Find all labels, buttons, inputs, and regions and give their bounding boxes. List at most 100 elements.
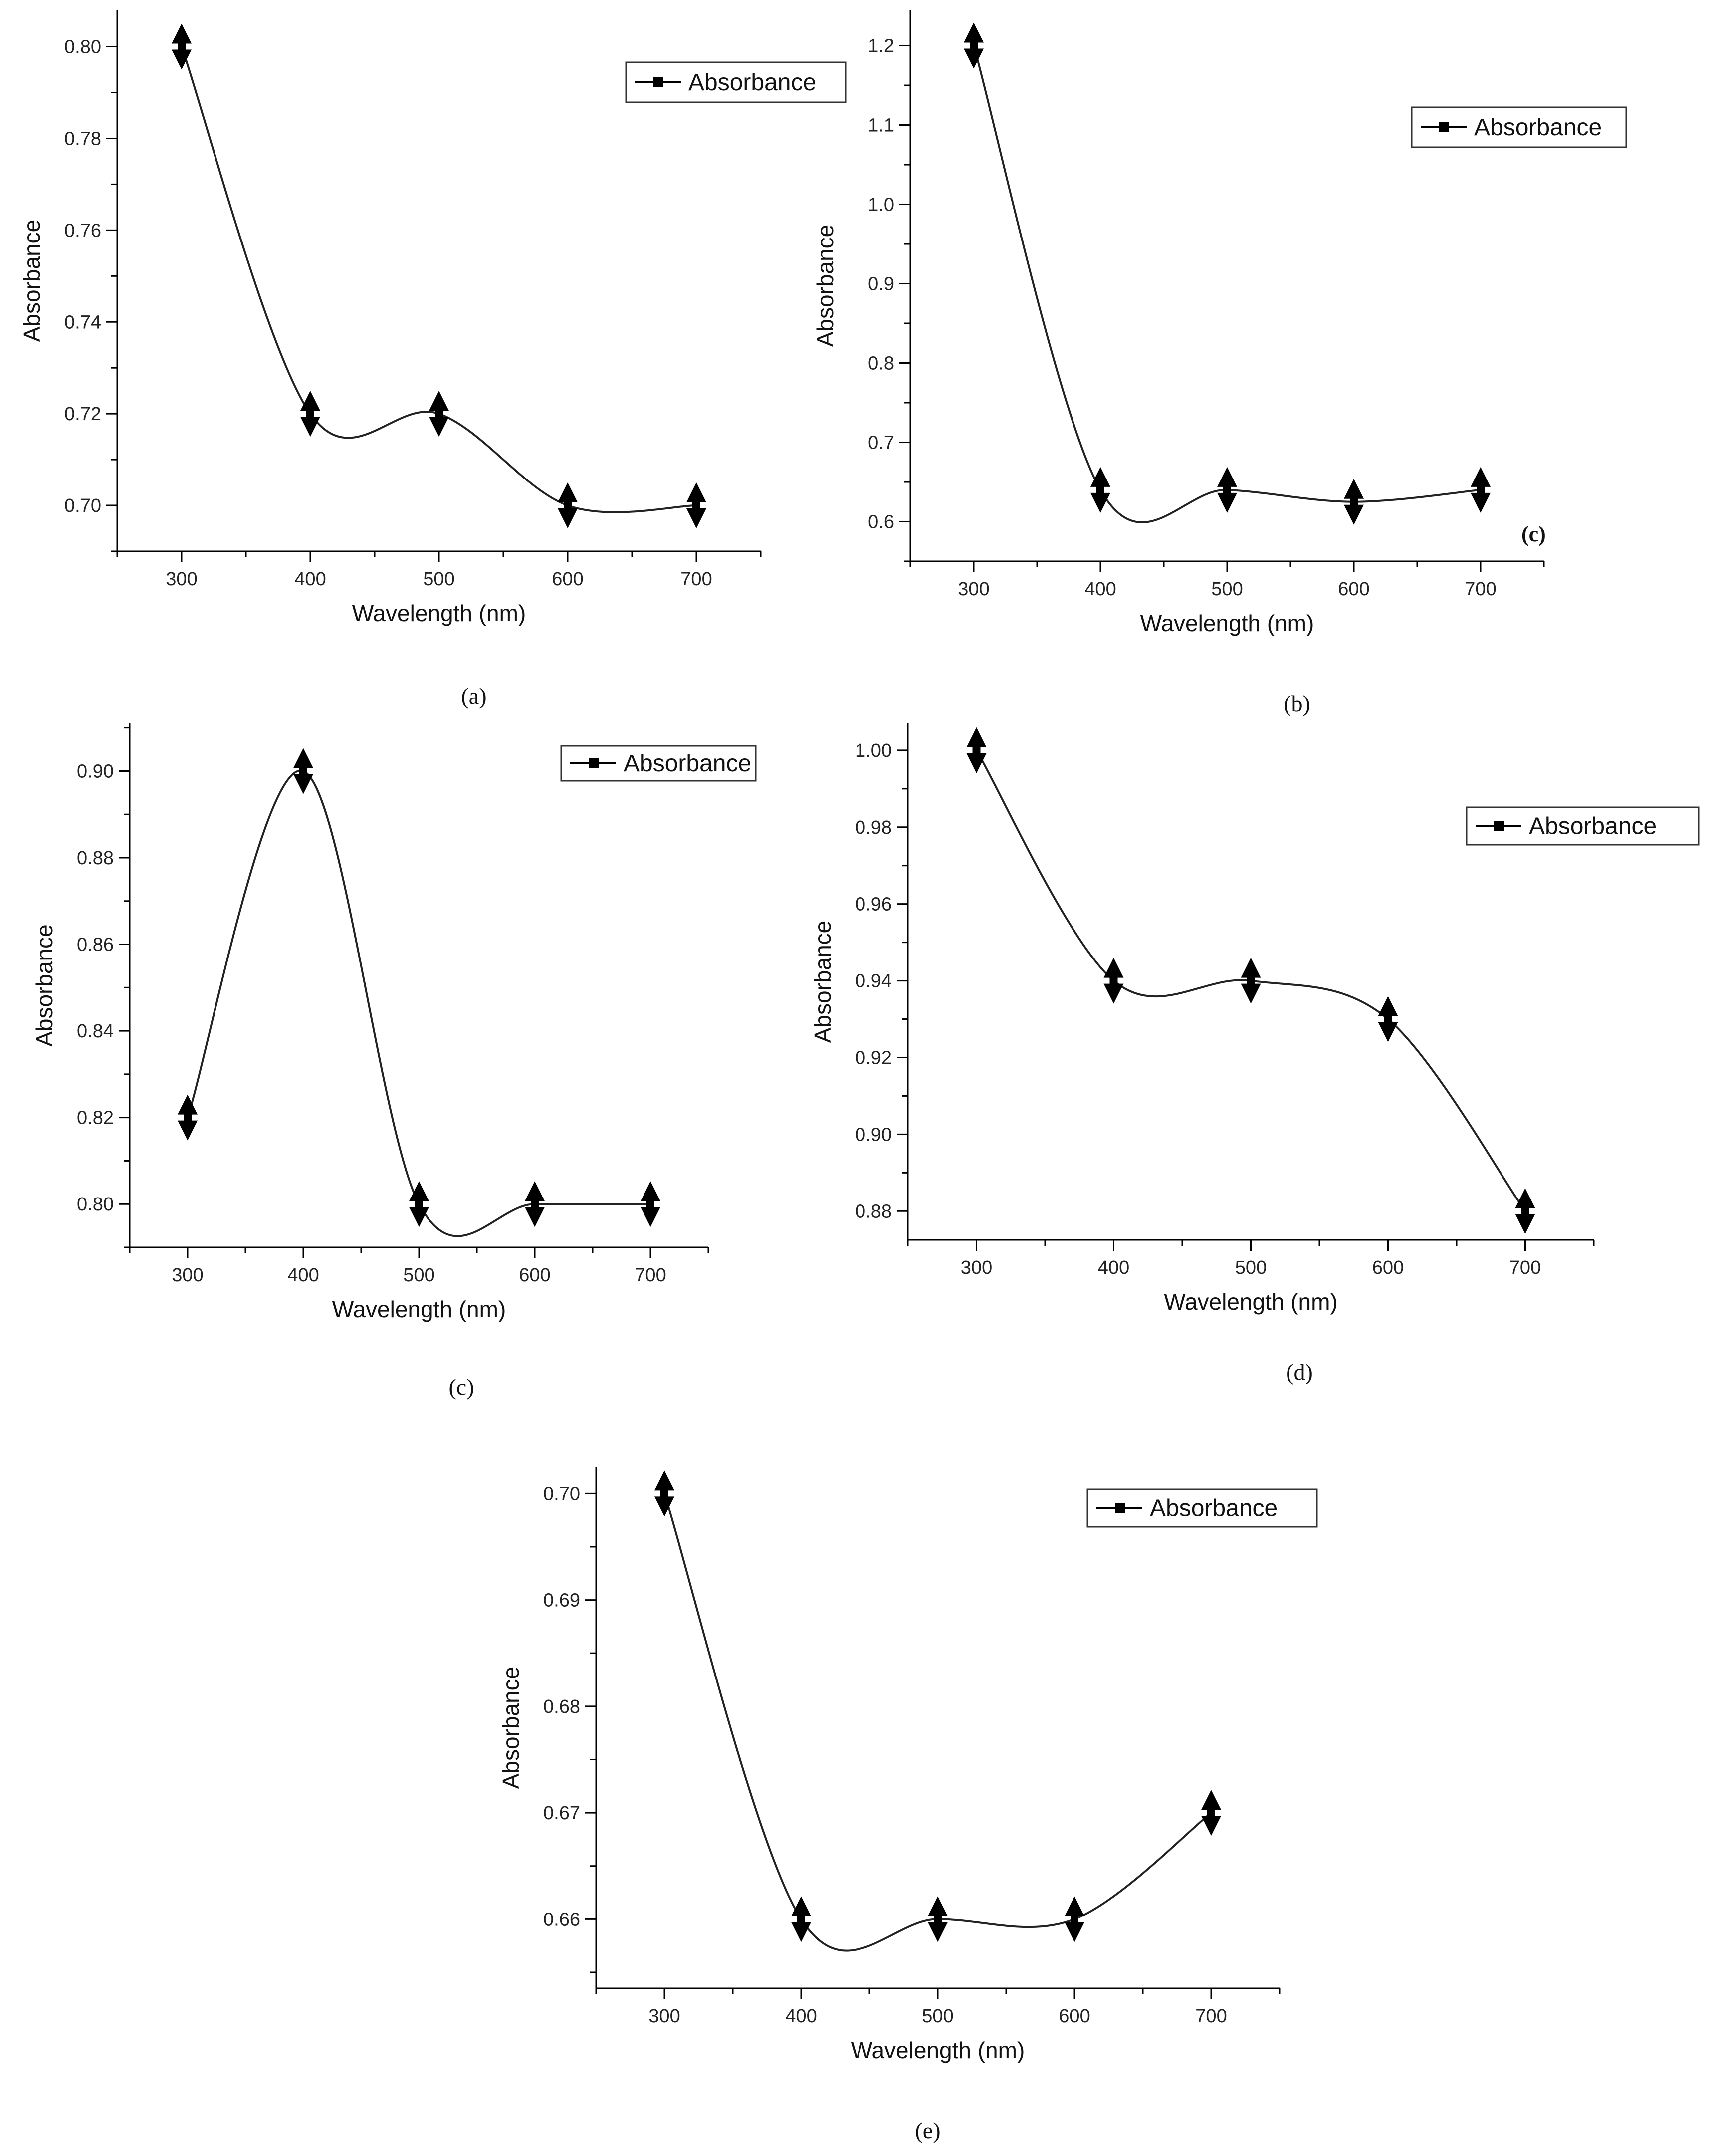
chart-e-error-down-marker <box>654 1496 674 1517</box>
chart-b-data-point <box>1217 467 1237 513</box>
chart-b-error-up-marker <box>1471 467 1491 487</box>
chart-a-error-down-marker <box>558 508 578 529</box>
chart-b: 300 400 500 600 700 0.6 0.7 0.8 0.9 1.0 1.1 1.2 Wave… <box>812 10 1627 716</box>
chart-d-error-up-marker <box>1515 1188 1535 1208</box>
chart-b-data-point <box>1344 479 1364 525</box>
chart-d-x-tick-label: 600 <box>1372 1257 1404 1278</box>
chart-d-legend-marker <box>1494 821 1504 831</box>
chart-d-y-tick-label: 0.92 <box>855 1047 892 1068</box>
chart-c-x-tick-label: 300 <box>172 1265 203 1286</box>
chart-e-point-square <box>797 1915 805 1923</box>
chart-b-y-tick-label: 1.0 <box>868 195 894 216</box>
chart-b-data-point <box>1090 467 1110 513</box>
chart-e-caption: (e) <box>915 2118 940 2143</box>
chart-a-x-tick-label: 500 <box>423 569 454 590</box>
chart-a-caption: (a) <box>461 683 486 709</box>
chart-e-y-tick-label: 0.70 <box>543 1483 580 1504</box>
chart-a-error-down-marker <box>300 417 320 437</box>
chart-b-error-down-marker <box>964 48 984 69</box>
chart-c-point-square <box>184 1113 192 1122</box>
chart-b-error-up-marker <box>1344 479 1364 499</box>
chart-e-x-tick-label: 600 <box>1059 2006 1090 2027</box>
chart-d-error-up-marker <box>1378 996 1398 1016</box>
chart-c-data-point <box>641 1181 660 1227</box>
chart-d: 300 400 500 600 700 0.88 0.90 0.92 0.94 0.96 0.98 1… <box>810 723 1700 1385</box>
chart-d-point-square <box>1109 976 1118 985</box>
chart-e-x-axis-title: Wavelength (nm) <box>851 2037 1025 2063</box>
chart-e-x-tick-label: 500 <box>922 2006 953 2027</box>
chart-d-caption: (d) <box>1286 1359 1313 1385</box>
charts-group: 300 400 500 600 700 0.70 0.72 0.74 0.76 0.78 0.80 W… <box>19 10 1700 2143</box>
chart-a-x-tick-label: 600 <box>552 569 583 590</box>
chart-b-error-up-marker <box>1090 467 1110 487</box>
chart-d-error-down-marker <box>1515 1214 1535 1234</box>
chart-c-legend-box <box>560 745 757 782</box>
chart-d-y-tick-label: 1.00 <box>855 740 892 761</box>
chart-e-error-up-marker <box>654 1470 674 1491</box>
chart-c-point-square <box>415 1200 423 1208</box>
chart-e-point-square <box>1071 1915 1078 1923</box>
chart-d-x-tick-label: 300 <box>961 1257 992 1278</box>
chart-e-point-square <box>1207 1809 1215 1817</box>
chart-a-error-up-marker <box>558 482 578 503</box>
chart-c-x-axis-title: Wavelength (nm) <box>332 1296 506 1322</box>
chart-a-error-up-marker <box>686 482 706 503</box>
chart-b-legend: Absorbance <box>1411 106 1627 148</box>
chart-a-legend-marker <box>653 77 663 87</box>
chart-c-legend-label: Absorbance <box>624 750 751 777</box>
chart-c-error-down-marker <box>641 1207 660 1227</box>
chart-b-x-tick-label: 700 <box>1465 579 1496 600</box>
chart-e-error-down-marker <box>928 1922 948 1942</box>
chart-e: 300 400 500 600 700 0.66 0.67 0.68 0.69 0.70 Wavel… <box>498 1467 1318 2143</box>
chart-e-point-square <box>660 1489 668 1498</box>
chart-e-x-tick-label: 700 <box>1195 2006 1227 2027</box>
chart-b-error-down-marker <box>1344 504 1364 525</box>
chart-c-error-down-marker <box>409 1207 429 1227</box>
chart-a-point-square <box>564 501 572 510</box>
chart-a-error-up-marker <box>429 391 449 411</box>
chart-c-point-square <box>299 767 307 775</box>
chart-e-legend-label: Absorbance <box>1150 1495 1278 1522</box>
chart-e-y-tick-label: 0.69 <box>543 1590 580 1611</box>
chart-e-error-down-marker <box>1065 1922 1084 1942</box>
chart-d-point-square <box>1521 1207 1529 1215</box>
chart-b-point-square <box>1096 485 1104 494</box>
chart-e-data-point <box>928 1896 948 1942</box>
chart-b-point-square <box>1350 497 1358 506</box>
chart-b-error-down-marker <box>1471 492 1491 513</box>
chart-d-error-up-marker <box>1241 958 1261 978</box>
chart-c-legend: Absorbance <box>560 745 757 782</box>
chart-b-y-tick-label: 0.6 <box>868 512 894 533</box>
chart-c-error-down-marker <box>293 774 313 794</box>
chart-a-series-line <box>181 46 697 513</box>
chart-a-error-down-marker <box>429 417 449 437</box>
chart-c-error-up-marker <box>293 748 313 768</box>
chart-a-y-tick-label: 0.80 <box>64 37 101 58</box>
chart-a-x-axis-title: Wavelength (nm) <box>352 600 526 626</box>
chart-a-x-tick-label: 400 <box>294 569 326 590</box>
chart-b-data-point <box>964 22 984 69</box>
chart-e-y-tick-label: 0.68 <box>543 1696 580 1717</box>
chart-b-error-up-marker <box>964 22 984 43</box>
chart-b-x-tick-label: 300 <box>958 579 989 600</box>
chart-b-caption: (b) <box>1284 691 1310 716</box>
chart-e-error-up-marker <box>1065 1896 1084 1916</box>
chart-e-y-axis-title: Absorbance <box>498 1667 524 1789</box>
chart-a-point-square <box>435 410 443 418</box>
chart-c-caption: (c) <box>448 1374 474 1400</box>
chart-a-y-tick-label: 0.74 <box>64 312 101 333</box>
chart-e-legend-marker <box>1115 1503 1125 1513</box>
chart-b-x-tick-label: 400 <box>1084 579 1116 600</box>
chart-d-legend-box <box>1466 806 1700 846</box>
chart-e-data-point <box>654 1470 674 1517</box>
chart-a-data-point <box>300 391 320 437</box>
chart-b-legend-label: Absorbance <box>1474 114 1602 141</box>
chart-a-data-point <box>686 482 706 529</box>
chart-c-error-down-marker <box>525 1207 545 1227</box>
chart-a-y-tick-label: 0.76 <box>64 220 101 241</box>
chart-d-data-point <box>1103 958 1124 1004</box>
chart-d-error-down-marker <box>1103 983 1124 1004</box>
chart-e-data-point <box>1201 1790 1221 1836</box>
chart-c-data-point <box>178 1094 198 1141</box>
